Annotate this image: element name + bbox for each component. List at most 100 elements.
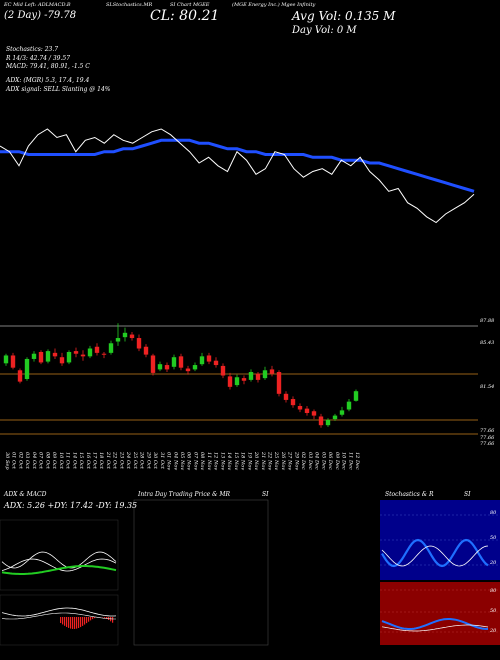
avg-vol: Avg Vol: 0.135 M <box>292 9 396 23</box>
candle-body <box>171 357 177 367</box>
stoch-line: Stochastics: 23.7 <box>6 46 59 53</box>
adx-line: ADX: (MGR) 5.3, 17.4, 19.4 <box>6 77 90 84</box>
x-tick-label: 30 Oct <box>152 452 158 470</box>
x-tick-label: 19 Nov <box>246 452 252 470</box>
macd-histogram-bar <box>84 617 86 625</box>
macd-histogram-bar <box>94 617 96 619</box>
candle-body <box>94 346 100 353</box>
adx-line <box>1 551 117 569</box>
minus-di-line <box>1 565 117 575</box>
candle-body <box>129 334 135 339</box>
candle-body <box>150 355 156 373</box>
x-tick-label: 03 Oct <box>24 452 30 470</box>
x-tick-label: 25 Oct <box>132 451 138 470</box>
x-tick-label: 31 Oct <box>159 452 165 470</box>
candle-body <box>206 355 212 362</box>
header-left: EC Mid Left: ADLMACD.B <box>4 2 71 8</box>
macd-histogram-bar <box>74 617 76 629</box>
candle-body <box>17 370 23 382</box>
x-tick-label: 05 Dec <box>320 452 326 470</box>
candle-body <box>241 378 247 381</box>
x-tick-label: 10 Oct <box>58 452 64 470</box>
x-tick-label: 12 Dec <box>354 452 360 470</box>
price-level-6: 77.66 <box>480 441 495 447</box>
rsi-line: R 14/3: 42.74 / 39.57 <box>6 55 71 62</box>
macd-histogram-bar <box>60 617 62 623</box>
x-tick-label: 18 Oct <box>98 452 104 470</box>
macd-histogram-bar <box>112 617 114 623</box>
x-tick-label: 22 Oct <box>112 451 118 470</box>
x-tick-label: 14 Oct <box>71 452 77 470</box>
intraday-panel <box>133 499 269 646</box>
candle-body <box>3 355 9 364</box>
macd-histogram-bar <box>68 617 70 628</box>
x-tick-label: 07 Oct <box>38 452 44 470</box>
candle-body <box>339 410 345 415</box>
macd-histogram-bar <box>106 617 108 619</box>
x-tick-label: 29 Oct <box>145 451 151 470</box>
x-tick-label: 04 Nov <box>172 452 178 470</box>
candle-body <box>199 356 205 365</box>
x-tick-label: 04 Dec <box>314 452 320 470</box>
x-tick-label: 27 Nov <box>287 451 293 470</box>
candle-body <box>192 365 198 370</box>
x-tick-label: 04 Oct <box>31 452 37 470</box>
candle-body <box>143 346 149 355</box>
adx-panel-title: ADX & MACD <box>4 491 47 498</box>
candle-body <box>290 399 296 406</box>
macd-line: MACD: 79.41, 80.91, -1.5 C <box>6 63 90 70</box>
macd-histogram-bar <box>76 617 78 629</box>
macd-histogram-bar <box>110 617 112 622</box>
stoch-tick-label: 50 <box>490 535 497 541</box>
x-tick-label: 02 Oct <box>17 452 23 470</box>
candle-body <box>136 338 142 349</box>
price-level-5: 77.66 <box>480 435 495 441</box>
candle-body <box>122 332 128 338</box>
candle-body <box>311 411 317 416</box>
x-tick-label: 17 Oct <box>92 452 98 470</box>
macd-histogram-bar <box>64 617 66 626</box>
rsi-tick-label: 50 <box>490 608 497 614</box>
rsi-panel <box>380 582 500 645</box>
candle-body <box>178 356 184 368</box>
candle-body <box>66 351 72 363</box>
candle-body <box>45 351 51 362</box>
day-change: (2 Day) -79.78 <box>4 10 77 21</box>
candle-body <box>283 393 289 400</box>
rsi-tick-label: 20 <box>489 628 497 634</box>
candle-body <box>24 358 30 379</box>
x-tick-label: 06 Nov <box>186 452 192 470</box>
x-tick-label: 02 Dec <box>300 452 306 470</box>
candle-body <box>248 372 254 380</box>
candle-body <box>52 352 58 357</box>
macd-histogram-bar <box>104 617 106 618</box>
moving-average-line <box>0 138 475 193</box>
x-tick-label: 18 Nov <box>240 452 246 470</box>
candle-body <box>346 401 352 410</box>
candle-body <box>157 364 163 370</box>
header-right: (MGE Energy Inc.) Mgee Infinity <box>232 2 316 8</box>
x-tick-label: 22 Nov <box>267 451 273 470</box>
x-tick-label: 01 Nov <box>166 452 172 470</box>
x-tick-label: 11 Nov <box>206 452 212 470</box>
stoch-panel-title: Stochastics & R <box>385 491 434 498</box>
x-tick-label: 09 Oct <box>51 452 57 470</box>
macd-histogram-bar <box>90 617 92 621</box>
signal-line: ADX signal: SELL Slanting @ 14% <box>6 86 111 93</box>
candle-body <box>353 391 359 401</box>
candle-body <box>73 351 79 354</box>
x-tick-label: 07 Nov <box>192 452 198 470</box>
x-tick-label: 21 Oct <box>105 451 111 470</box>
adx-panel-values: ADX: 5.26 +DY: 17.42 -DY: 19.35 <box>4 501 138 510</box>
candle-body <box>108 343 114 353</box>
candle-body <box>10 355 16 368</box>
stoch-d-line <box>381 545 489 567</box>
macd-histogram-bar <box>70 617 72 629</box>
x-tick-label: 10 Dec <box>341 452 347 470</box>
candle-body <box>185 368 191 372</box>
intraday-panel-si: SI <box>262 491 269 498</box>
day-vol: Day Vol: 0 M <box>292 25 357 36</box>
macd-line <box>1 607 117 617</box>
x-tick-label: 11 Oct <box>65 452 71 470</box>
macd-histogram-bar <box>72 617 74 629</box>
